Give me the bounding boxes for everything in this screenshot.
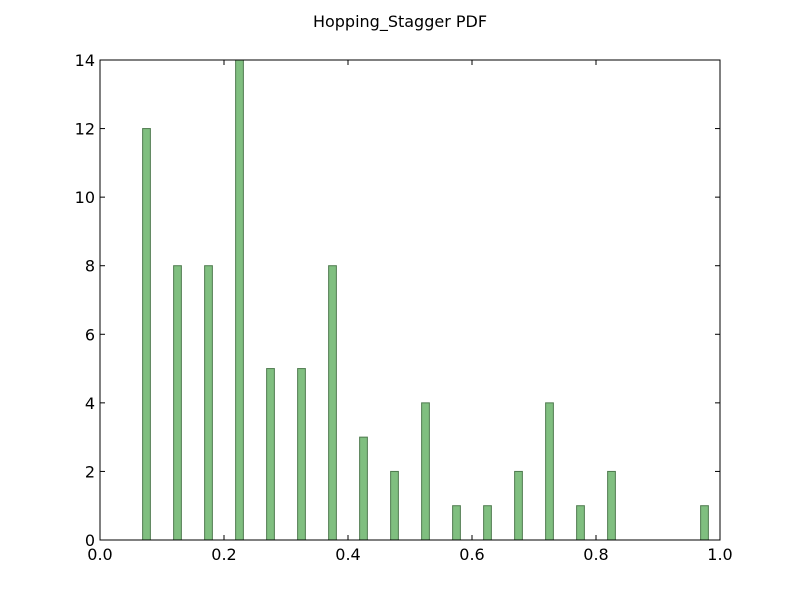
histogram-bar: [266, 368, 275, 541]
x-tick-label: 0.8: [583, 545, 608, 564]
y-axis-ticks: 0 2 4 6 8 10 12 14: [75, 51, 720, 550]
y-tick-label: 2: [85, 462, 95, 481]
y-tick-label: 8: [85, 257, 95, 276]
x-tick-label: 0.4: [335, 545, 360, 564]
histogram-bar: [173, 265, 182, 541]
histogram-bar: [297, 368, 306, 541]
histogram-bar: [514, 470, 523, 541]
histogram-bar: [452, 505, 461, 541]
y-tick-label: 12: [75, 120, 95, 139]
y-tick-label: 4: [85, 394, 95, 413]
bars-group: [142, 59, 709, 541]
histogram-bar: [607, 470, 616, 541]
y-tick-label: 6: [85, 325, 95, 344]
histogram-bar: [142, 128, 151, 541]
chart-title: Hopping_Stagger PDF: [313, 12, 487, 32]
x-tick-label: 1.0: [707, 545, 732, 564]
histogram-bar: [483, 505, 492, 541]
histogram-bar: [390, 470, 399, 541]
histogram-bar: [204, 265, 213, 541]
y-tick-label: 0: [85, 531, 95, 550]
x-tick-label: 0.6: [459, 545, 484, 564]
histogram-bar: [700, 505, 709, 541]
x-tick-label: 0.2: [211, 545, 236, 564]
histogram-bar: [545, 402, 554, 541]
plot-frame: [99, 59, 721, 541]
histogram-bar: [359, 436, 368, 541]
y-tick-label: 10: [75, 188, 95, 207]
y-tick-label: 14: [75, 51, 95, 70]
x-tick-label: 0.0: [87, 545, 112, 564]
x-axis-ticks: 0.0 0.2 0.4 0.6 0.8 1.0: [87, 60, 733, 564]
histogram-bar: [576, 505, 585, 541]
histogram-bar: [328, 265, 337, 541]
histogram-bar: [421, 402, 430, 541]
histogram-bar: [235, 59, 244, 541]
